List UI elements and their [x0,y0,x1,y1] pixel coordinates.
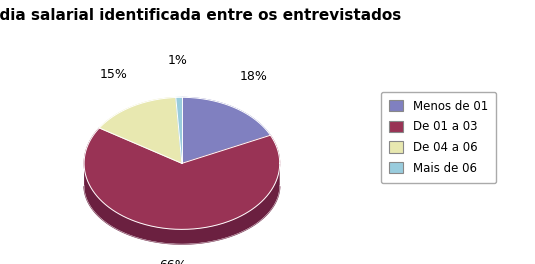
Text: 66%: 66% [159,259,187,264]
Polygon shape [182,97,270,163]
Polygon shape [84,164,280,244]
Polygon shape [176,97,182,163]
Polygon shape [84,128,280,229]
Polygon shape [100,97,182,163]
Text: Média salarial identificada entre os entrevistados: Média salarial identificada entre os ent… [0,8,401,23]
Text: 18%: 18% [240,70,268,83]
Legend: Menos de 01, De 01 a 03, De 04 a 06, Mais de 06: Menos de 01, De 01 a 03, De 04 a 06, Mai… [381,92,496,183]
Text: 1%: 1% [168,54,188,67]
Text: 15%: 15% [100,68,127,81]
Polygon shape [84,185,280,244]
